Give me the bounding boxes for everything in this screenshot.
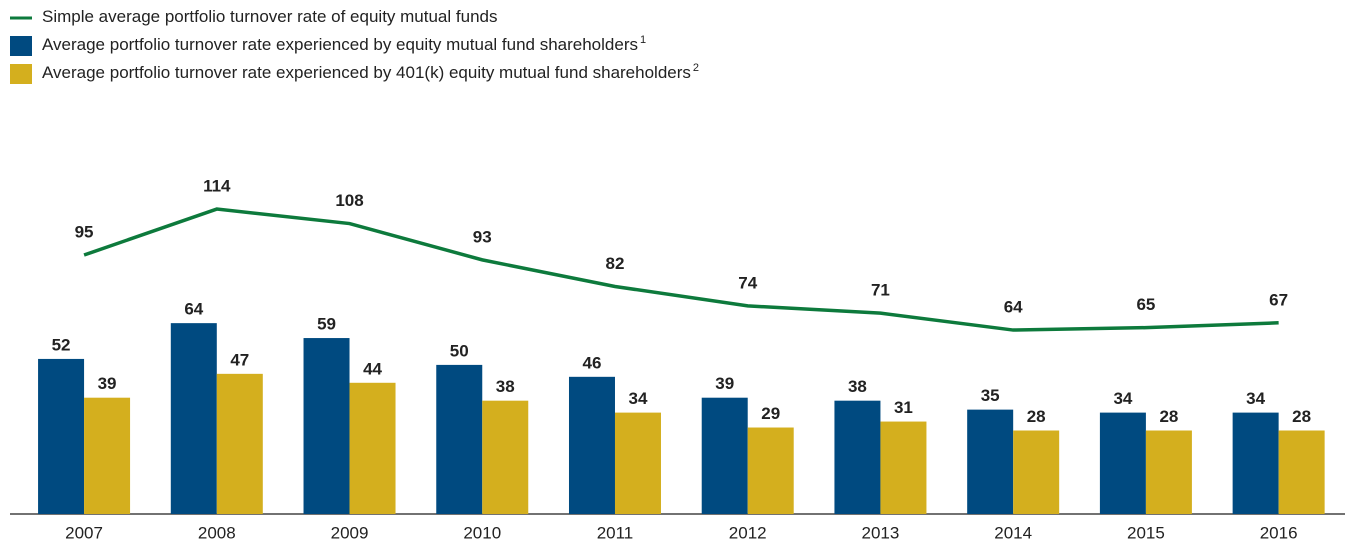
data-label: 28 [1292,407,1311,426]
data-label: 71 [871,281,890,300]
legend-text: Simple average portfolio turnover rate o… [42,7,497,26]
data-label: 52 [52,335,71,354]
bar [747,427,794,514]
bar [303,338,350,514]
data-label: 95 [75,223,94,242]
data-label: 44 [363,359,382,378]
bar [482,400,529,514]
bar [1145,430,1192,514]
data-label: 35 [981,386,1000,405]
x-tick-label: 2015 [1127,523,1165,542]
data-label: 64 [1004,298,1023,317]
data-label: 59 [317,315,336,334]
data-label: 47 [230,350,249,369]
data-label: 34 [629,389,648,408]
data-label: 93 [473,227,492,246]
bar [84,397,131,514]
data-label: 64 [184,300,203,319]
data-label: 28 [1027,407,1046,426]
legend-label: Average portfolio turnover rate experien… [42,34,646,55]
bar [349,382,396,514]
bar [1099,412,1146,514]
data-label: 108 [335,191,363,210]
legend-swatch [10,64,32,84]
data-label: 34 [1113,389,1132,408]
x-tick-label: 2013 [862,523,900,542]
x-tick-label: 2010 [463,523,501,542]
x-tick-label: 2007 [65,523,103,542]
x-tick-label: 2011 [597,523,634,542]
x-tick-label: 2009 [331,523,369,542]
data-label: 31 [894,398,913,417]
data-label: 74 [738,273,757,292]
bar [880,421,927,514]
bar [1013,430,1060,514]
data-label: 38 [496,377,515,396]
bar [436,364,483,514]
legend-label: Average portfolio turnover rate experien… [42,62,699,83]
legend-label: Simple average portfolio turnover rate o… [42,7,497,26]
bar [170,323,217,514]
data-label: 34 [1246,389,1265,408]
bar [834,400,881,514]
data-label: 67 [1269,290,1288,309]
bar [614,412,661,514]
bar [568,376,615,514]
data-label: 29 [761,404,780,423]
x-tick-label: 2008 [198,523,236,542]
x-tick-label: 2016 [1260,523,1298,542]
line [83,207,1279,332]
bar [967,409,1014,514]
data-label: 65 [1136,295,1155,314]
data-label: 28 [1159,407,1178,426]
legend-footnote: 2 [693,62,699,74]
bar [701,397,748,514]
data-label: 38 [848,377,867,396]
legend-swatch [10,36,32,56]
bar [216,373,263,514]
legend-footnote: 1 [640,34,646,46]
data-label: 39 [715,374,734,393]
data-label: 46 [583,353,602,372]
data-label: 114 [203,177,231,196]
data-label: 82 [606,254,625,273]
x-tick-label: 2014 [994,523,1032,542]
legend-text: Average portfolio turnover rate experien… [42,35,638,54]
data-label: 50 [450,341,469,360]
data-label: 39 [98,374,117,393]
bar [1232,412,1279,514]
x-tick-label: 2012 [729,523,767,542]
legend-text: Average portfolio turnover rate experien… [42,63,691,82]
bar [1278,430,1325,514]
bar [38,358,85,514]
